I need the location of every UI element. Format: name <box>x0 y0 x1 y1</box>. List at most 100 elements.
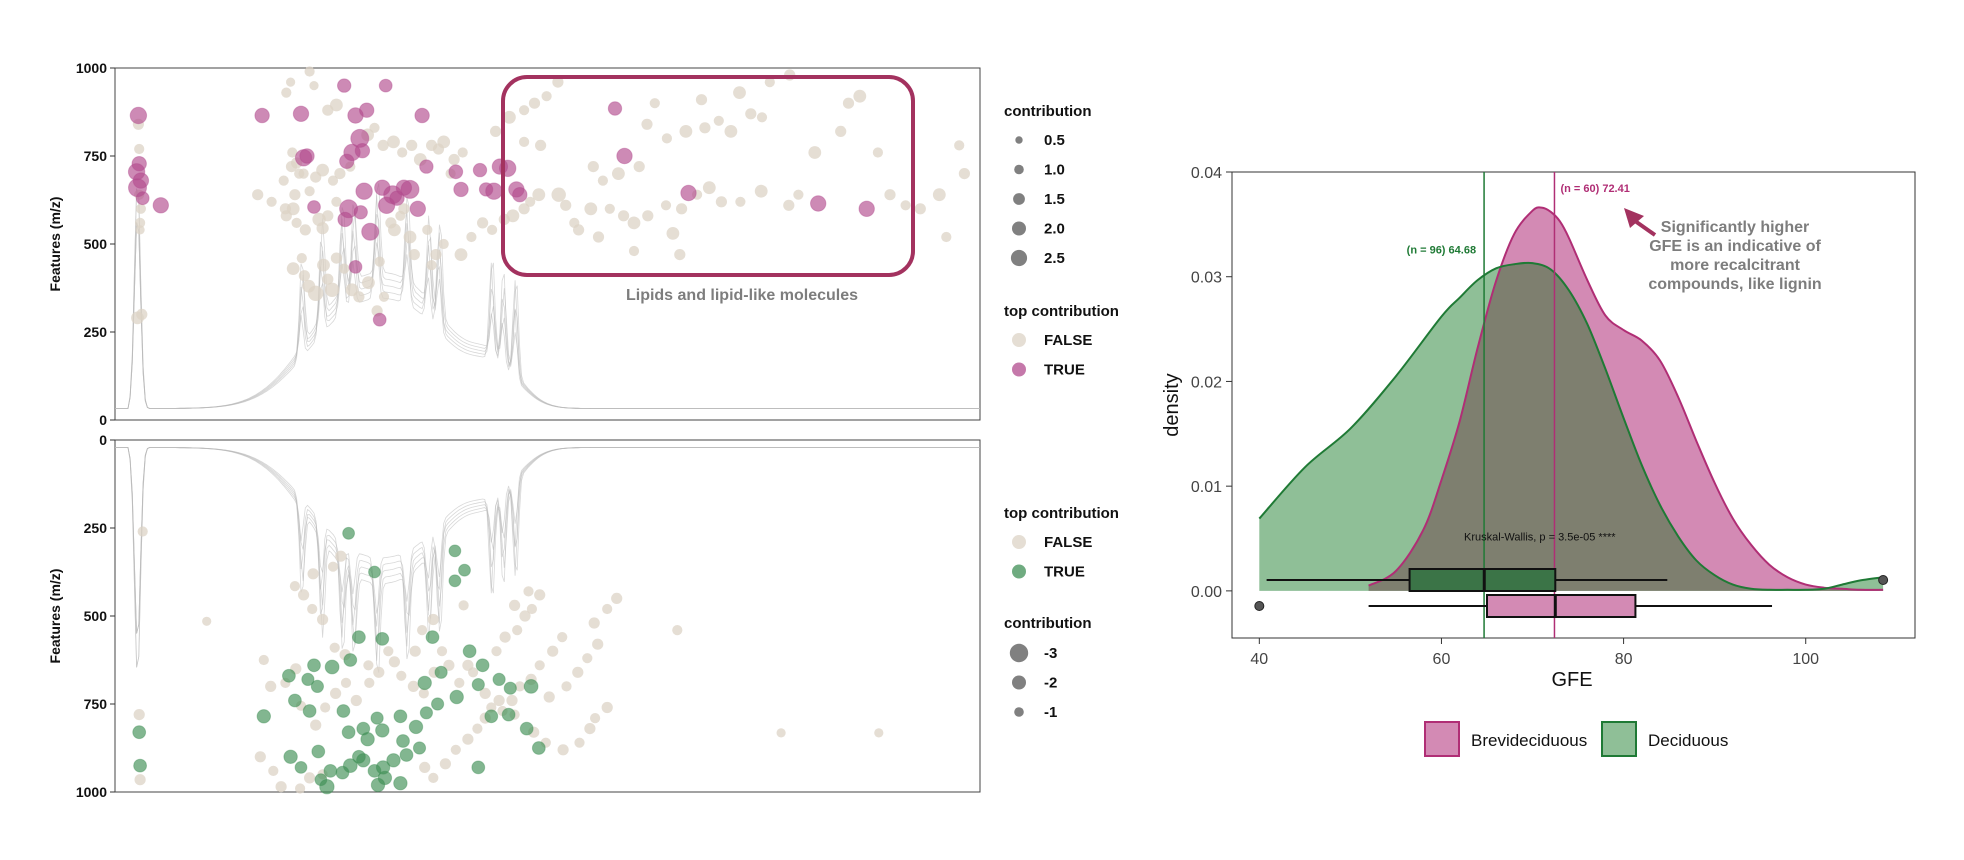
point-top-false <box>307 603 318 615</box>
point-top-false <box>320 702 331 713</box>
point-top-false <box>406 139 418 151</box>
point-top-true <box>492 672 506 687</box>
point-top-false <box>304 66 315 77</box>
point-top-false <box>519 610 531 622</box>
y-tick-label: 0.04 <box>1191 165 1222 182</box>
point-top-true <box>434 665 448 679</box>
point-top-false <box>407 680 419 693</box>
kruskal-wallis-label: Kruskal-Wallis, p = 3.5e-05 **** <box>1464 532 1616 544</box>
legend-color-swatch <box>1012 333 1026 347</box>
point-top-false <box>611 592 623 605</box>
point-top-false <box>279 203 291 215</box>
point-top-true <box>288 693 302 708</box>
legend-swatch <box>1424 721 1460 757</box>
point-top-false <box>552 76 564 88</box>
point-top-false <box>409 645 421 657</box>
point-top-false <box>783 199 795 211</box>
point-top-false <box>472 723 483 734</box>
point-top-true <box>400 179 420 199</box>
point-top-false <box>317 613 329 626</box>
point-top-false <box>134 143 145 155</box>
point-top-false <box>660 200 672 211</box>
point-top-true <box>368 565 381 579</box>
point-top-false <box>133 709 145 721</box>
point-top-true <box>414 107 430 124</box>
top-y-axis: 0 250 500 750 1000 <box>76 60 115 428</box>
point-top-false <box>403 230 417 244</box>
point-top-false <box>458 600 469 611</box>
point-top-true <box>419 159 434 174</box>
point-top-false <box>874 728 884 738</box>
point-top-false <box>397 147 408 158</box>
x-tick-label: 40 <box>1250 651 1268 668</box>
point-top-false <box>587 161 599 173</box>
legend-size-label: -2 <box>1044 675 1057 692</box>
point-top-true <box>472 162 488 178</box>
density-y-axis-label: density <box>1161 373 1183 436</box>
point-top-false <box>286 262 300 275</box>
point-top-true <box>462 644 477 659</box>
top-legends: contribution 0.5 1.0 1.5 2.0 2.5 top contrib… <box>1004 103 1119 379</box>
point-top-true <box>519 721 534 736</box>
point-top-false <box>254 751 266 763</box>
point-top-false <box>450 744 461 755</box>
point-top-false <box>335 550 347 562</box>
point-top-false <box>363 660 374 671</box>
density-plot: 40 60 80 100 0.00 0.01 0.02 0.03 0.04 (n = 96) 6… <box>1161 165 1916 757</box>
point-top-true <box>471 760 486 775</box>
point-top-false <box>327 561 339 572</box>
point-top-false <box>137 526 148 537</box>
point-top-true <box>458 563 471 577</box>
point-top-false <box>597 175 609 186</box>
point-top-false <box>713 115 724 126</box>
point-top-false <box>842 97 855 109</box>
point-top-false <box>557 744 569 756</box>
point-top-false <box>278 175 289 186</box>
density-axes: 40 60 80 100 0.00 0.01 0.02 0.03 0.04 <box>1191 165 1819 668</box>
point-top-true <box>129 106 148 125</box>
point-top-false <box>289 189 301 201</box>
point-top-false <box>557 632 568 643</box>
box-iqr <box>1485 594 1637 618</box>
point-top-false <box>618 210 630 222</box>
point-top-false <box>427 613 439 626</box>
point-top-true <box>375 632 390 646</box>
point-top-false <box>793 189 804 200</box>
point-top-true <box>355 182 373 200</box>
legend-contribution-entries: 0.5 1.0 1.5 2.0 2.5 <box>1010 132 1065 267</box>
point-top-false <box>265 680 277 693</box>
point-top-false <box>534 660 545 671</box>
point-top-false <box>573 224 585 236</box>
point-top-true <box>348 260 363 274</box>
point-top-true <box>353 205 368 220</box>
point-top-false <box>398 203 410 215</box>
point-top-false <box>914 203 926 215</box>
point-top-false <box>612 167 625 181</box>
legend-size-swatch <box>1010 249 1028 267</box>
point-top-false <box>699 122 711 134</box>
point-top-false <box>327 175 339 186</box>
point-top-false <box>535 139 547 151</box>
point-top-true <box>485 182 503 200</box>
point-top-false <box>438 238 449 250</box>
spectrum-trace <box>115 183 980 409</box>
point-top-false <box>422 224 433 235</box>
point-top-false <box>322 210 334 222</box>
point-top-false <box>582 653 593 664</box>
legend-color-label: FALSE <box>1044 534 1092 551</box>
point-top-true <box>449 689 464 705</box>
point-top-false <box>872 147 884 158</box>
brevideciduous-mean-label: (n = 60) 72.41 <box>1560 183 1629 195</box>
point-top-false <box>285 161 298 173</box>
point-top-false <box>491 646 502 657</box>
point-top-true <box>310 679 324 694</box>
legend-top-contribution-entries: FALSE TRUE <box>1012 332 1092 379</box>
point-top-true <box>417 675 432 691</box>
y-tick-label: 0 <box>99 432 107 448</box>
point-top-true <box>858 200 875 218</box>
point-top-false <box>519 136 530 147</box>
point-top-true <box>133 758 148 773</box>
point-top-false <box>298 270 310 282</box>
point-top-false <box>317 258 330 272</box>
point-top-true <box>361 222 380 241</box>
